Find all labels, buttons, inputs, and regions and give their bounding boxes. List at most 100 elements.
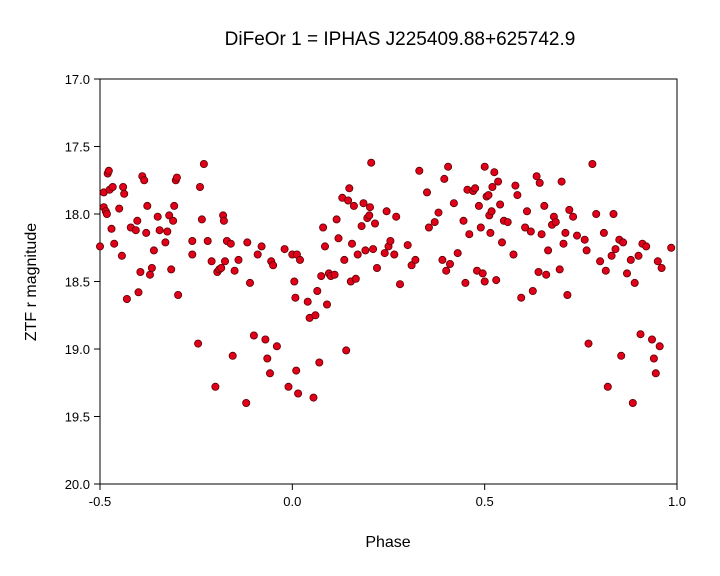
data-point (607, 251, 616, 260)
data-point (440, 174, 449, 183)
data-point (540, 201, 549, 210)
data-point (395, 280, 404, 289)
data-point (611, 245, 620, 254)
data-point (596, 257, 605, 266)
data-point (96, 242, 105, 251)
data-point (140, 176, 149, 185)
data-point (169, 216, 178, 225)
data-point (353, 250, 362, 259)
data-point (165, 211, 174, 220)
data-point (359, 199, 368, 208)
data-point (295, 255, 304, 264)
data-point (253, 250, 262, 259)
x-tick-label: 0.0 (283, 494, 301, 509)
data-point (617, 351, 626, 360)
data-point (292, 366, 301, 375)
data-point (263, 354, 272, 363)
data-point (117, 251, 126, 260)
data-point (487, 207, 496, 216)
chart-title: DiFeOr 1 = IPHAS J225409.88+625742.9 (225, 29, 576, 50)
data-point (145, 270, 154, 279)
data-point (131, 226, 140, 235)
y-axis-label: ZTF r magnitude (23, 223, 40, 341)
data-point (242, 398, 251, 407)
data-point (334, 234, 343, 243)
data-point (486, 228, 495, 237)
data-point (365, 203, 374, 212)
data-point (284, 382, 293, 391)
data-point (386, 236, 395, 245)
data-point (424, 223, 433, 232)
data-point (309, 393, 318, 402)
data-point (290, 277, 299, 286)
data-point (280, 245, 289, 254)
data-point (219, 216, 228, 225)
data-point (361, 246, 370, 255)
data-point (315, 358, 324, 367)
data-point (136, 267, 145, 276)
data-point (513, 191, 522, 200)
data-point (372, 263, 381, 272)
y-tick-label: 18.5 (65, 275, 90, 290)
data-point (438, 255, 447, 264)
data-point (523, 207, 532, 216)
axis-ticks: -0.5 0.0 0.5 1.0 17.0 17.5 18.0 18.5 19.0 19.5 20.… (65, 72, 686, 509)
data-point (442, 266, 451, 275)
data-point (342, 346, 351, 355)
data-point (480, 162, 489, 171)
data-point (653, 257, 662, 266)
data-point (226, 239, 235, 248)
data-point (367, 158, 376, 167)
data-point (174, 290, 183, 299)
data-point (380, 249, 389, 258)
data-point (411, 255, 420, 264)
data-point (535, 178, 544, 187)
data-point (163, 227, 172, 236)
data-point (403, 241, 412, 250)
data-point (480, 277, 489, 286)
data-point (110, 239, 119, 248)
data-point (484, 191, 493, 200)
data-point (497, 238, 506, 247)
y-tick-label: 18.0 (65, 207, 90, 222)
data-point (471, 184, 480, 193)
data-point (257, 242, 266, 251)
data-point (319, 223, 328, 232)
data-point (496, 200, 505, 209)
data-point (511, 181, 520, 190)
data-point (119, 182, 128, 191)
data-point (167, 265, 176, 274)
data-point (347, 239, 356, 248)
data-point (294, 389, 303, 398)
data-point (330, 270, 339, 279)
data-point (415, 166, 424, 175)
data-point (197, 215, 206, 224)
data-point (526, 227, 535, 236)
data-point (657, 263, 666, 272)
data-point (563, 290, 572, 299)
data-point (390, 250, 399, 259)
data-point (601, 266, 610, 275)
data-point (430, 218, 439, 227)
data-point (107, 224, 116, 233)
data-point (453, 249, 462, 258)
data-point (492, 276, 501, 285)
data-point (311, 311, 320, 320)
data-point (142, 228, 151, 237)
data-point (619, 238, 628, 247)
data-point (584, 339, 593, 348)
data-point (628, 398, 637, 407)
data-point (199, 159, 208, 168)
data-point (188, 250, 197, 259)
data-point (582, 246, 591, 255)
data-point (580, 235, 589, 244)
x-tick-label: 1.0 (668, 494, 686, 509)
y-tick-label: 17.5 (65, 140, 90, 155)
data-point (195, 182, 204, 191)
data-point (345, 184, 354, 193)
data-point (561, 228, 570, 237)
data-point (651, 369, 660, 378)
data-point (565, 205, 574, 214)
data-point (528, 286, 537, 295)
